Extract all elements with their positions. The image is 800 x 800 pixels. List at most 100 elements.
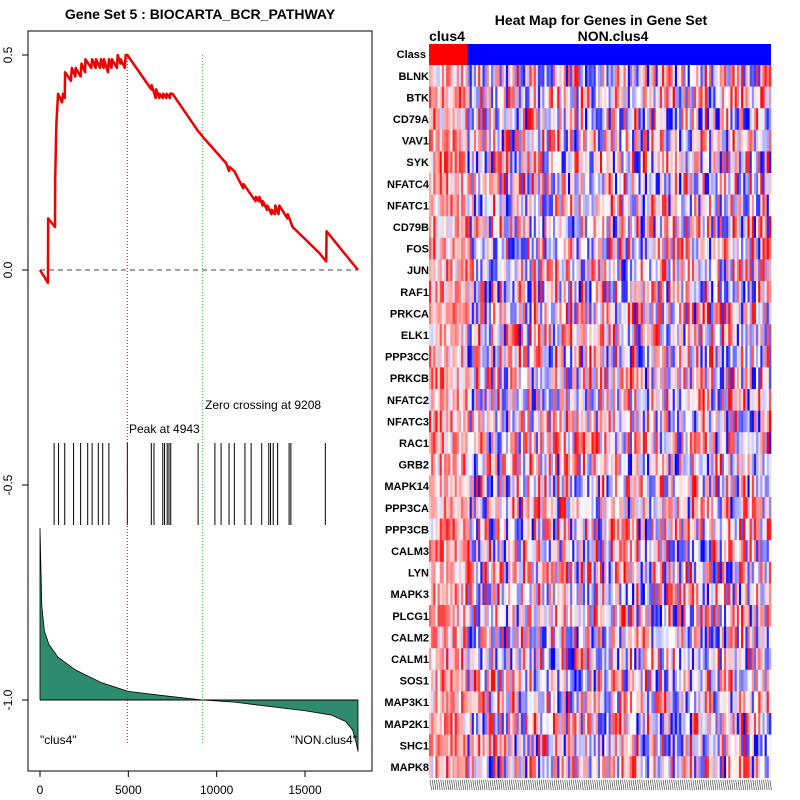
heatmap-cell (503, 367, 507, 390)
heatmap-cell (550, 367, 554, 390)
heatmap-cell (525, 367, 528, 390)
heatmap-cell (734, 648, 738, 671)
heatmap-cell (587, 345, 590, 368)
heatmap-cell (674, 194, 678, 217)
heatmap-cell (570, 518, 573, 541)
heatmap-cell (484, 605, 488, 627)
heatmap-cell (623, 691, 626, 714)
heatmap-cell (709, 410, 712, 433)
heatmap-cell (441, 561, 445, 584)
heatmap-cell (454, 281, 458, 303)
heatmap-cell (747, 648, 750, 671)
heatmap-row (429, 561, 772, 584)
heatmap-cell (619, 410, 622, 433)
heatmap-cell (529, 86, 532, 109)
heatmap-cell (659, 108, 663, 131)
heatmap-cell (557, 367, 560, 390)
heatmap-cell (766, 389, 770, 411)
heatmap-cell (702, 475, 706, 498)
heatmap-cell (636, 540, 639, 563)
heatmap-cell (497, 583, 500, 606)
heatmap-cell (634, 432, 637, 455)
heatmap-cell (649, 151, 652, 174)
heatmap-cell (689, 453, 693, 476)
heatmap-cell (702, 669, 706, 692)
heatmap-cell (463, 691, 466, 714)
heatmap-cell (490, 389, 494, 411)
heatmap-cell (490, 497, 494, 519)
heatmap-cell (540, 432, 543, 455)
heatmap-cell (612, 648, 616, 671)
heatmap-cell (508, 345, 511, 368)
heatmap-cell (595, 475, 599, 498)
heatmap-cell (550, 648, 554, 671)
heatmap-cell (610, 605, 614, 627)
heatmap-cell (625, 561, 629, 584)
heatmap-cell (441, 626, 445, 649)
heatmap-cell (531, 281, 535, 303)
heatmap-cell (713, 669, 716, 692)
heatmap-cell (721, 281, 725, 303)
heatmap-cell (503, 561, 507, 584)
heatmap-cell (604, 345, 607, 368)
heatmap-cell (719, 108, 723, 131)
heatmap-cell (471, 367, 475, 390)
heatmap-cell (589, 108, 592, 131)
heatmap-cell (555, 518, 558, 541)
heatmap-cell (452, 216, 455, 239)
heatmap-cell (550, 194, 554, 217)
heatmap-cell (559, 237, 562, 260)
heatmap-cell (533, 497, 537, 519)
heatmap-cell (719, 475, 723, 498)
heatmap-cell (467, 216, 470, 239)
heatmap-cell (632, 151, 635, 174)
class-label-clus4: clus4 (429, 28, 465, 44)
heatmap-cell (490, 129, 494, 152)
heatmap-cell (666, 65, 669, 87)
heatmap-row (429, 129, 772, 152)
heatmap-cell (495, 194, 498, 217)
heatmap-cell (687, 540, 691, 563)
heatmap-row (429, 259, 772, 282)
heatmap-cell (557, 65, 560, 87)
heatmap-cell (696, 453, 699, 476)
heatmap-cell (555, 151, 558, 174)
heatmap-cell (484, 151, 488, 174)
heatmap-cell (538, 713, 541, 735)
heatmap-cell (734, 216, 738, 239)
heatmap-cell (437, 497, 440, 519)
heatmap-cell (672, 173, 676, 195)
heatmap-cell (653, 65, 656, 87)
heatmap-cell (512, 518, 515, 541)
heatmap-cell (512, 561, 515, 584)
heatmap-cell (751, 475, 755, 498)
heatmap-cell (717, 583, 720, 606)
heatmap-cell (621, 432, 624, 455)
heatmap-cell (467, 86, 470, 109)
heatmap-cell (518, 345, 522, 368)
heatmap-cell (764, 389, 768, 411)
heatmap-cell (670, 648, 673, 671)
heatmap-cell (439, 626, 443, 649)
heatmap-cell (753, 410, 757, 433)
heatmap-cell (702, 345, 706, 368)
heatmap-cell (661, 86, 665, 109)
heatmap-cell (689, 432, 693, 455)
heatmap-cell (668, 432, 671, 455)
heatmap-cell (679, 453, 682, 476)
heatmap-cell (503, 389, 507, 411)
heatmap-cell (736, 497, 740, 519)
heatmap-cell (454, 129, 458, 152)
heatmap-cell (565, 497, 569, 519)
heatmap-cell (591, 605, 594, 627)
heatmap-cell (685, 626, 688, 649)
heatmap-cell (482, 605, 485, 627)
heatmap-cell (514, 605, 517, 627)
heatmap-cell (696, 583, 699, 606)
heatmap-cell (561, 194, 564, 217)
heatmap-cell (640, 324, 644, 347)
heatmap-cell (636, 518, 639, 541)
heatmap-cell (505, 713, 509, 735)
heatmap-cell (760, 453, 763, 476)
heatmap-cell (452, 302, 455, 325)
